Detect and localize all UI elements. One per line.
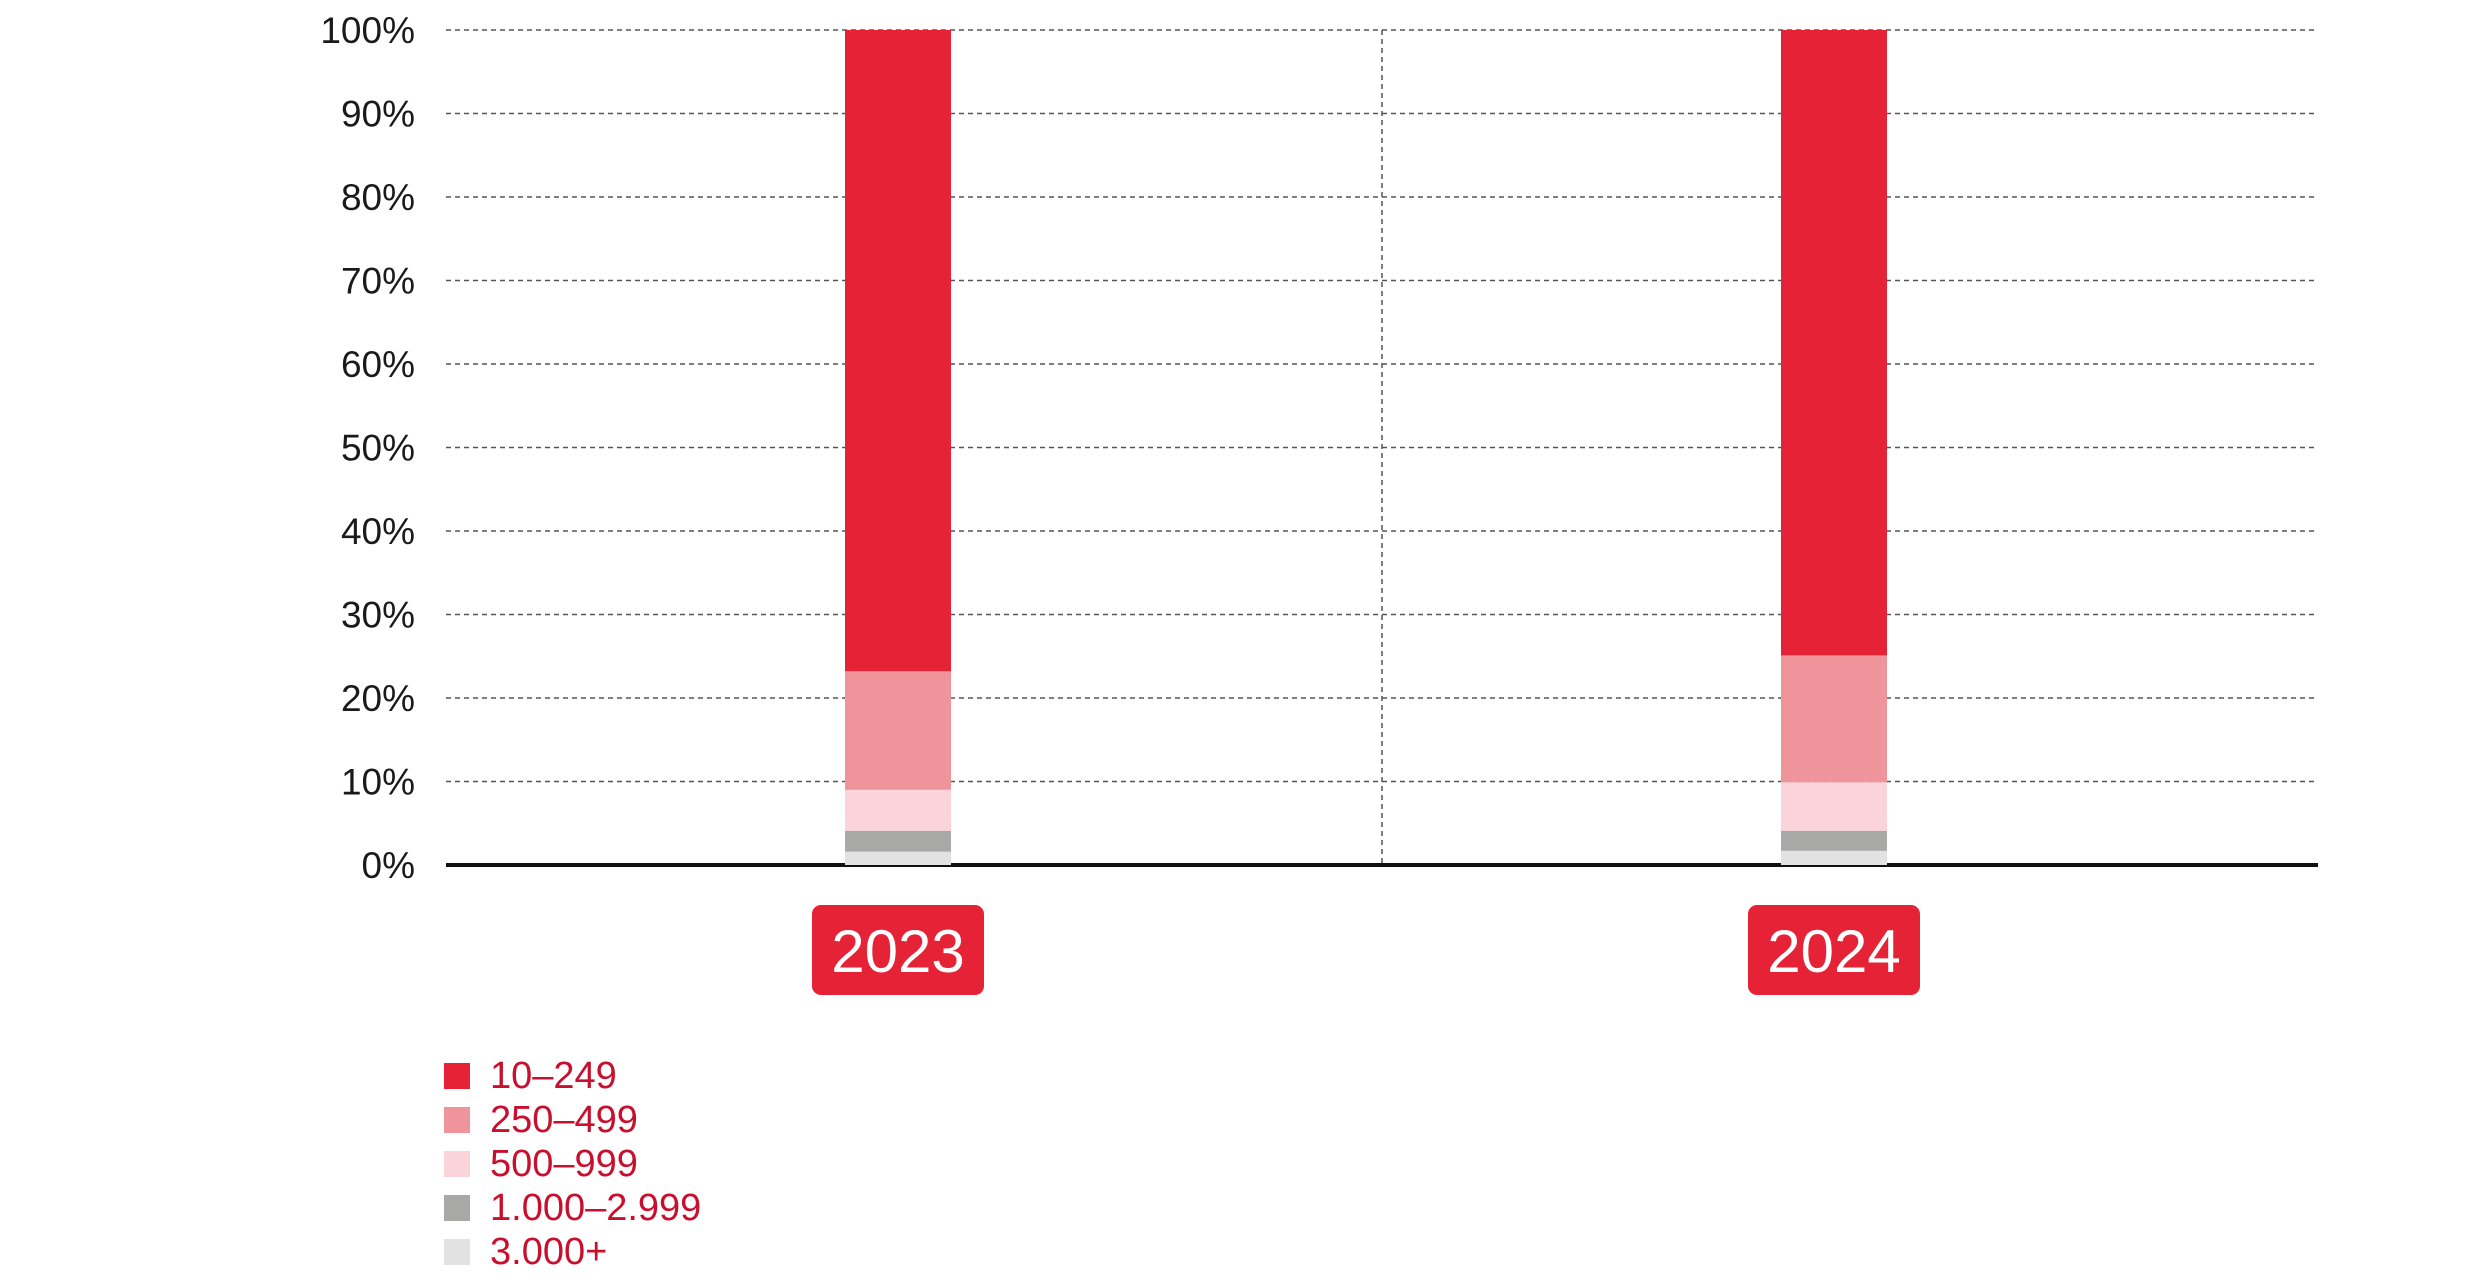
bar-segment-2023-1 [845, 830, 951, 852]
y-tick-label: 0% [362, 845, 415, 886]
x-tick-label: 2024 [1767, 918, 1900, 985]
legend-item: 500–999 [444, 1142, 701, 1186]
bar-segment-2024-1 [1781, 830, 1887, 851]
y-tick-label: 90% [341, 94, 415, 135]
y-tick-label: 20% [341, 678, 415, 719]
y-tick-label: 60% [341, 344, 415, 385]
year-badge [1748, 905, 1920, 995]
y-tick-label: 100% [320, 10, 415, 51]
bar-segment-2024-0 [1781, 850, 1887, 865]
legend-item: 10–249 [444, 1054, 701, 1098]
y-tick-label: 10% [341, 762, 415, 803]
year-badge [812, 905, 984, 995]
bar-segment-2023-2 [845, 789, 951, 831]
legend-label: 250–499 [490, 1098, 638, 1141]
legend-swatch [444, 1195, 470, 1221]
legend-swatch [444, 1107, 470, 1133]
x-axis-labels: 2023 2024 [812, 905, 1920, 995]
legend-label: 10–249 [490, 1054, 617, 1097]
legend-swatch [444, 1239, 470, 1265]
bar-segment-2023-0 [845, 851, 951, 865]
legend-swatch [444, 1151, 470, 1177]
bar-segment-2023-3 [845, 671, 951, 790]
y-tick-label: 70% [341, 261, 415, 302]
legend-item: 250–499 [444, 1098, 701, 1142]
y-tick-label: 50% [341, 428, 415, 469]
y-axis-ticks: 0% 10% 20% 30% 40% 50% 60% 70% 80% 90% 100% [320, 10, 415, 886]
bar-segment-2024-2 [1781, 782, 1887, 831]
bars [845, 30, 1887, 865]
y-tick-label: 80% [341, 177, 415, 218]
bar-segment-2023-4 [845, 30, 951, 672]
gridlines [446, 29, 2318, 867]
legend-item: 1.000–2.999 [444, 1186, 701, 1230]
bar-segment-2024-3 [1781, 655, 1887, 783]
legend-label: 3.000+ [490, 1230, 608, 1273]
legend-label: 500–999 [490, 1142, 638, 1185]
legend-swatch [444, 1063, 470, 1089]
legend-item: 3.000+ [444, 1230, 701, 1274]
x-tick-label: 2023 [831, 918, 964, 985]
y-tick-label: 40% [341, 511, 415, 552]
legend: 10–249 250–499 500–999 1.000–2.999 3.000+ [444, 1054, 701, 1274]
y-tick-label: 30% [341, 595, 415, 636]
legend-label: 1.000–2.999 [490, 1186, 702, 1229]
bar-segment-2024-4 [1781, 30, 1887, 656]
